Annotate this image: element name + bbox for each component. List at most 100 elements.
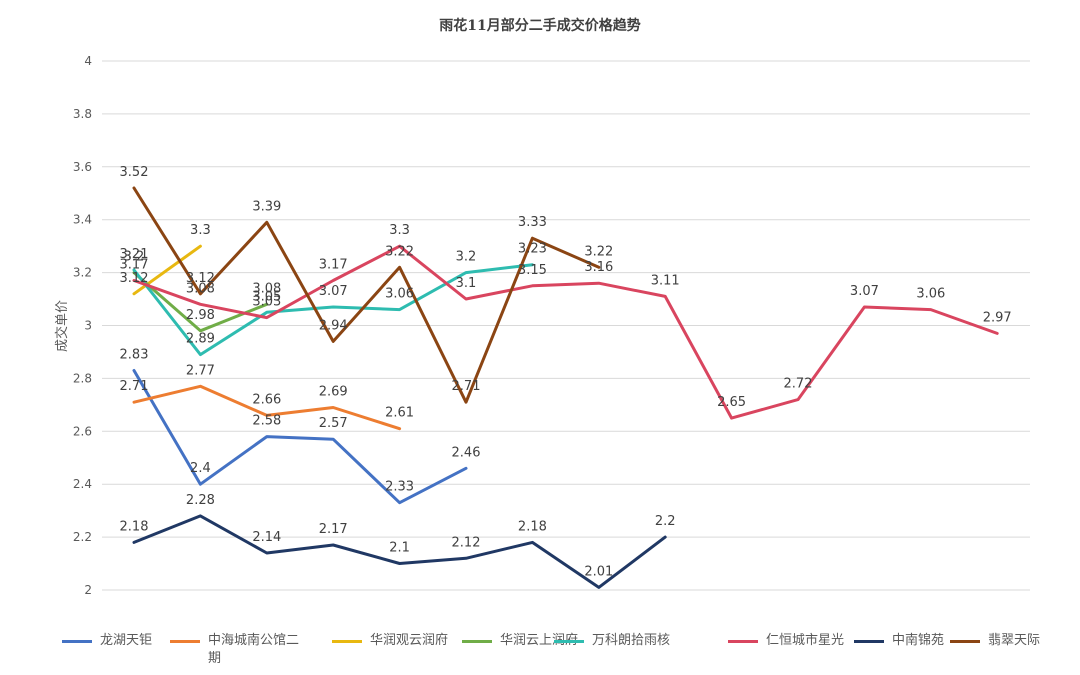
data-label: 2.71: [120, 379, 149, 394]
data-label: 2.46: [452, 445, 481, 460]
gridlines: [102, 60, 1030, 591]
legend-item: 中海城南公馆二期: [170, 632, 304, 668]
y-tick-label: 3.6: [73, 160, 92, 174]
data-label: 2.2: [655, 514, 676, 529]
data-label: 3.2: [456, 250, 477, 265]
data-label: 3.12: [186, 271, 215, 286]
data-label: 3.23: [518, 242, 547, 257]
y-tick-label: 3.4: [73, 213, 92, 227]
data-label: 2.98: [186, 308, 215, 323]
legend-swatch: [62, 640, 92, 643]
data-label: 2.4: [190, 461, 211, 476]
data-label: 3.08: [252, 281, 281, 296]
data-label: 3.2: [124, 250, 145, 265]
data-label: 2.18: [518, 519, 547, 534]
data-label: 2.12: [452, 535, 481, 550]
y-tick-label: 3.8: [73, 107, 92, 121]
data-label: 3.08: [186, 281, 215, 296]
series-line-1: [132, 384, 402, 431]
data-label: 3.06: [385, 287, 414, 302]
data-label: 2.17: [319, 522, 348, 537]
legend-swatch: [170, 640, 200, 643]
legend-swatch: [462, 640, 492, 643]
legend-swatch: [554, 640, 584, 643]
legend: 龙湖天钜 中海城南公馆二期 华润观云润府 华润云上润府 万科朗拾雨核 仁恒城市星光 中南锦苑…: [62, 632, 1072, 674]
data-label: 2.94: [319, 318, 348, 333]
data-label: 3.03: [252, 295, 281, 310]
legend-item: 华润云上润府: [462, 632, 578, 650]
data-label: 3.07: [319, 284, 348, 299]
legend-swatch: [854, 640, 884, 643]
legend-label: 万科朗拾雨核: [592, 633, 671, 648]
y-tick-label: 2.4: [73, 477, 92, 491]
data-label: 2.65: [717, 395, 746, 410]
data-label: 3.15: [518, 263, 547, 278]
data-label: 3.17: [319, 258, 348, 273]
data-label: 3.52: [120, 165, 149, 180]
data-label: 3.1: [456, 276, 477, 291]
series-line-5: [132, 244, 999, 420]
y-axis-ticks: 2 2.2 2.4 2.6 2.8 3 3.2 3.4 3.6 3.8 4: [73, 54, 92, 597]
data-label: 2.66: [252, 392, 281, 407]
data-label: 3.39: [252, 199, 281, 214]
data-label: 3.21: [120, 247, 149, 262]
legend-label: 翡翠天际: [988, 633, 1041, 648]
data-label: 2.18: [120, 519, 149, 534]
chart-title: 雨花11月部分二手成交价格趋势: [439, 17, 640, 34]
data-label: 2.71: [452, 379, 481, 394]
data-label: 2.83: [120, 347, 149, 362]
data-label: 2.89: [186, 332, 215, 347]
data-labels: 2.83 2.4 2.58 2.57 2.33 2.46 2.71 2.77 2.66 2.69 2…: [120, 165, 1012, 579]
data-label: 3.12: [120, 271, 149, 286]
data-label: 3.17: [120, 258, 149, 273]
data-label: 3.22: [385, 244, 414, 259]
legend-item: 万科朗拾雨核: [554, 632, 670, 650]
y-tick-label: 2: [84, 583, 92, 597]
legend-label: 华润云上润府: [500, 633, 579, 648]
legend-item: 中南锦苑: [854, 632, 944, 650]
y-tick-label: 2.2: [73, 530, 92, 544]
data-label: 2.97: [983, 310, 1012, 325]
data-label: 2.01: [584, 564, 613, 579]
y-tick-label: 4: [84, 54, 92, 68]
data-label: 3.33: [518, 215, 547, 230]
legend-item: 龙湖天钜: [62, 632, 152, 650]
legend-item: 仁恒城市星光: [728, 632, 844, 650]
data-label: 3.11: [651, 273, 680, 288]
legend-label: 中海城南公馆二期: [208, 633, 300, 666]
series-line-7: [132, 186, 601, 404]
data-label: 2.1: [389, 541, 410, 556]
y-axis-label: 成交单价: [54, 300, 70, 352]
series-line-4: [132, 263, 534, 357]
data-label: 3.05: [252, 289, 281, 304]
legend-swatch: [950, 640, 980, 643]
data-label: 2.72: [784, 377, 813, 392]
data-label: 3.07: [850, 284, 879, 299]
data-label: 3.3: [190, 223, 211, 238]
legend-label: 华润观云润府: [370, 633, 449, 648]
legend-item: 翡翠天际: [950, 632, 1040, 650]
data-label: 2.33: [385, 480, 414, 495]
data-label: 2.14: [252, 530, 281, 545]
data-label: 3.16: [584, 260, 613, 275]
data-label: 3.06: [916, 287, 945, 302]
data-label: 2.61: [385, 406, 414, 421]
data-label: 2.58: [252, 414, 281, 429]
data-label: 3.22: [584, 244, 613, 259]
y-tick-label: 2.8: [73, 371, 92, 385]
legend-label: 中南锦苑: [892, 633, 945, 648]
data-label: 2.69: [319, 384, 348, 399]
series-line-6: [132, 514, 667, 589]
y-tick-label: 2.6: [73, 424, 92, 438]
y-tick-label: 3: [84, 319, 92, 333]
data-label: 3.3: [389, 223, 410, 238]
y-tick-label: 3.2: [73, 266, 92, 280]
series-lines: [132, 186, 999, 589]
series-line-0: [132, 369, 468, 505]
legend-swatch: [332, 640, 362, 643]
legend-label: 龙湖天钜: [100, 633, 153, 648]
data-label: 2.77: [186, 363, 215, 378]
legend-label: 仁恒城市星光: [766, 633, 845, 648]
legend-swatch: [728, 640, 758, 643]
